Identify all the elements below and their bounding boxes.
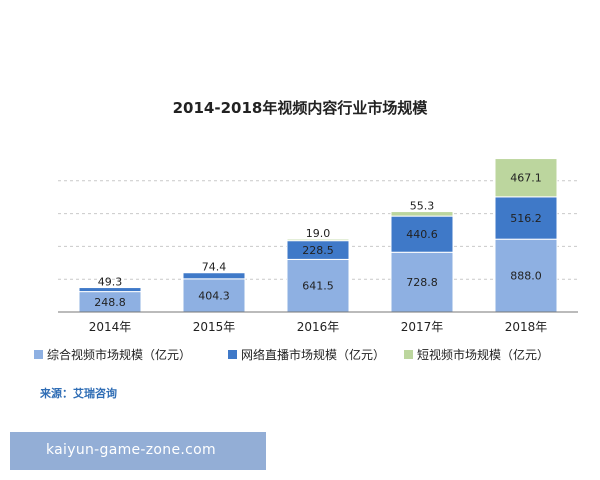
x-ticks: 2014年 2015年 2016年 2017年 2018年 xyxy=(89,320,548,334)
legend-label: 网络直播市场规模（亿元） xyxy=(241,347,385,362)
data-label: 440.6 xyxy=(406,228,438,241)
bar-segment xyxy=(286,258,350,313)
data-label: 49.3 xyxy=(98,276,123,289)
bar-segment xyxy=(286,238,350,242)
x-tick-label: 2014年 xyxy=(89,320,132,334)
source-text: 来源：艾瑞咨询 xyxy=(39,386,117,400)
x-tick-label: 2016年 xyxy=(297,320,340,334)
watermark-banner xyxy=(10,432,266,470)
bar-segment xyxy=(494,196,558,240)
legend-label: 综合视频市场规模（亿元） xyxy=(47,347,191,362)
bar-segment xyxy=(390,215,454,253)
data-label: 888.0 xyxy=(510,270,542,283)
bar-segment xyxy=(390,211,454,217)
legend-swatch xyxy=(34,350,43,359)
data-label: 55.3 xyxy=(410,200,435,213)
data-label: 19.0 xyxy=(306,227,331,240)
bar-segment xyxy=(182,272,246,280)
data-label: 404.3 xyxy=(198,289,230,302)
watermark-text: kaiyun-game-zone.com xyxy=(46,442,216,458)
legend: 综合视频市场规模（亿元） 网络直播市场规模（亿元） 短视频市场规模（亿元） xyxy=(34,347,549,362)
bar-segment xyxy=(78,287,142,293)
data-label: 641.5 xyxy=(302,280,334,293)
legend-swatch xyxy=(228,350,237,359)
data-label: 228.5 xyxy=(302,244,334,257)
data-label: 516.2 xyxy=(510,212,542,225)
bars: 248.8 49.3 404.3 74.4 641.5 228.5 19.0 728.8 440… xyxy=(78,158,558,313)
x-tick-label: 2015年 xyxy=(193,320,236,334)
x-tick-label: 2017年 xyxy=(401,320,444,334)
x-tick-label: 2018年 xyxy=(505,320,548,334)
data-label: 728.8 xyxy=(406,276,438,289)
legend-swatch xyxy=(404,350,413,359)
legend-label: 短视频市场规模（亿元） xyxy=(417,347,549,362)
bar-segment xyxy=(494,158,558,198)
data-label: 74.4 xyxy=(202,261,227,274)
chart-title: 2014-2018年视频内容行业市场规模 xyxy=(173,99,429,117)
bar-segment xyxy=(390,251,454,313)
data-label: 248.8 xyxy=(94,296,126,309)
data-label: 467.1 xyxy=(510,172,542,185)
